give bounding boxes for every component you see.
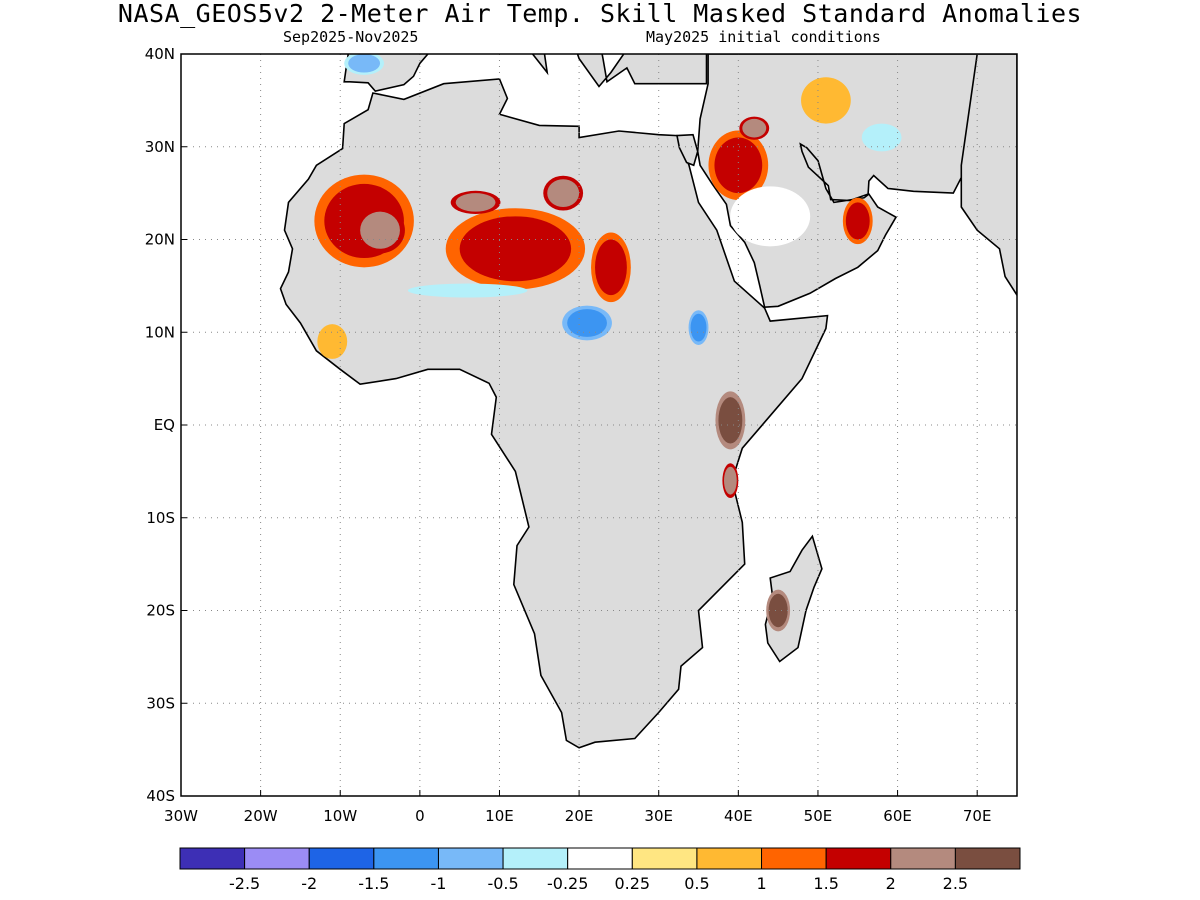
colorbar-swatch [825,847,892,870]
colorbar-swatch [631,847,698,870]
africa-landmass [279,78,829,749]
x-tick-label: 0 [415,807,425,825]
colorbar-label: 2.5 [943,874,968,893]
anomaly-patch [595,239,627,296]
y-tick-label: 20N [145,231,175,249]
init-subtitle: May2025 initial conditions [646,28,881,46]
colorbar-swatch [502,847,569,870]
x-tick-label: 20E [565,807,594,825]
colorbar-swatch [373,847,439,870]
x-tick-label: 10E [485,807,514,825]
anomaly-patch [768,593,788,628]
anomaly-patch [360,211,400,249]
colorbar-label: -0.25 [547,874,588,893]
colorbar-swatch [761,847,827,870]
colorbar-swatch [308,847,375,870]
colorbar-swatch [244,847,310,870]
y-tick-label: 30S [146,694,175,712]
anomaly-layer [314,54,902,632]
colorbar-label: 1.5 [813,874,838,893]
y-tick-label: 10N [145,323,175,341]
colorbar-swatch [954,847,1021,870]
colorbar-label: 1 [756,874,766,893]
y-tick-label: 10S [146,509,175,527]
y-tick-label: 30N [145,138,175,156]
anomaly-patch [419,284,516,297]
x-axis-ticks: 30W 20W 10W 0 10E 20E 30E 40E 50E 60E 70E [164,790,991,825]
colorbar-label: -2.5 [229,874,260,893]
anomaly-patch [320,327,345,356]
anomaly-patch [714,137,763,194]
anomaly-patch [845,202,870,240]
colorbar-swatch [696,847,763,870]
colorbar-label: 0.5 [684,874,709,893]
anomaly-patch [806,81,846,119]
x-tick-label: 50E [804,807,833,825]
neutral-patch [730,186,811,247]
anomaly-patch [742,118,767,138]
india-landmass [960,54,1017,297]
y-tick-label: 40N [145,45,175,63]
colorbar-label: -2 [301,874,317,893]
x-tick-label: 30E [644,807,673,825]
y-tick-label: 20S [146,602,175,620]
anomaly-patch [547,179,580,208]
colorbar-label: -0.5 [487,874,518,893]
anomaly-patch [455,193,496,212]
anomaly-patch [718,397,743,444]
grid-lines [181,54,1017,796]
anomaly-patch [459,216,572,282]
y-axis-ticks: 40N 30N 20N 10N EQ 10S 20S 30S 40S [145,45,187,805]
anomaly-patch [567,309,607,337]
colorbar-label: -1.5 [358,874,389,893]
colorbar-swatch [437,847,504,870]
anomaly-patch [690,313,707,342]
colorbar-label: 0.25 [614,874,650,893]
colorbar: -2.5 -2 -1.5 -1 -0.5 -0.25 0.25 0.5 1 1.5 2 2.5 [179,847,1021,893]
colorbar-swatch [567,847,633,870]
x-tick-label: 20W [244,807,278,825]
y-tick-label: 40S [146,787,175,805]
colorbar-swatch [890,847,956,870]
sinai-landmass [676,133,699,167]
page-title: NASA_GEOS5v2 2-Meter Air Temp. Skill Mas… [117,0,1083,28]
x-tick-label: 40E [724,807,753,825]
x-tick-label: 70E [963,807,992,825]
colorbar-label: -1 [430,874,446,893]
period-subtitle: Sep2025-Nov2025 [283,28,419,46]
y-tick-label: EQ [154,416,175,434]
colorbar-swatch [179,847,246,870]
anomaly-patch [865,126,898,149]
anomaly-patch [724,466,737,495]
anomaly-patch [348,54,381,73]
colorbar-label: 2 [886,874,896,893]
x-tick-label: 10W [323,807,357,825]
x-tick-label: 60E [883,807,912,825]
x-tick-label: 30W [164,807,198,825]
